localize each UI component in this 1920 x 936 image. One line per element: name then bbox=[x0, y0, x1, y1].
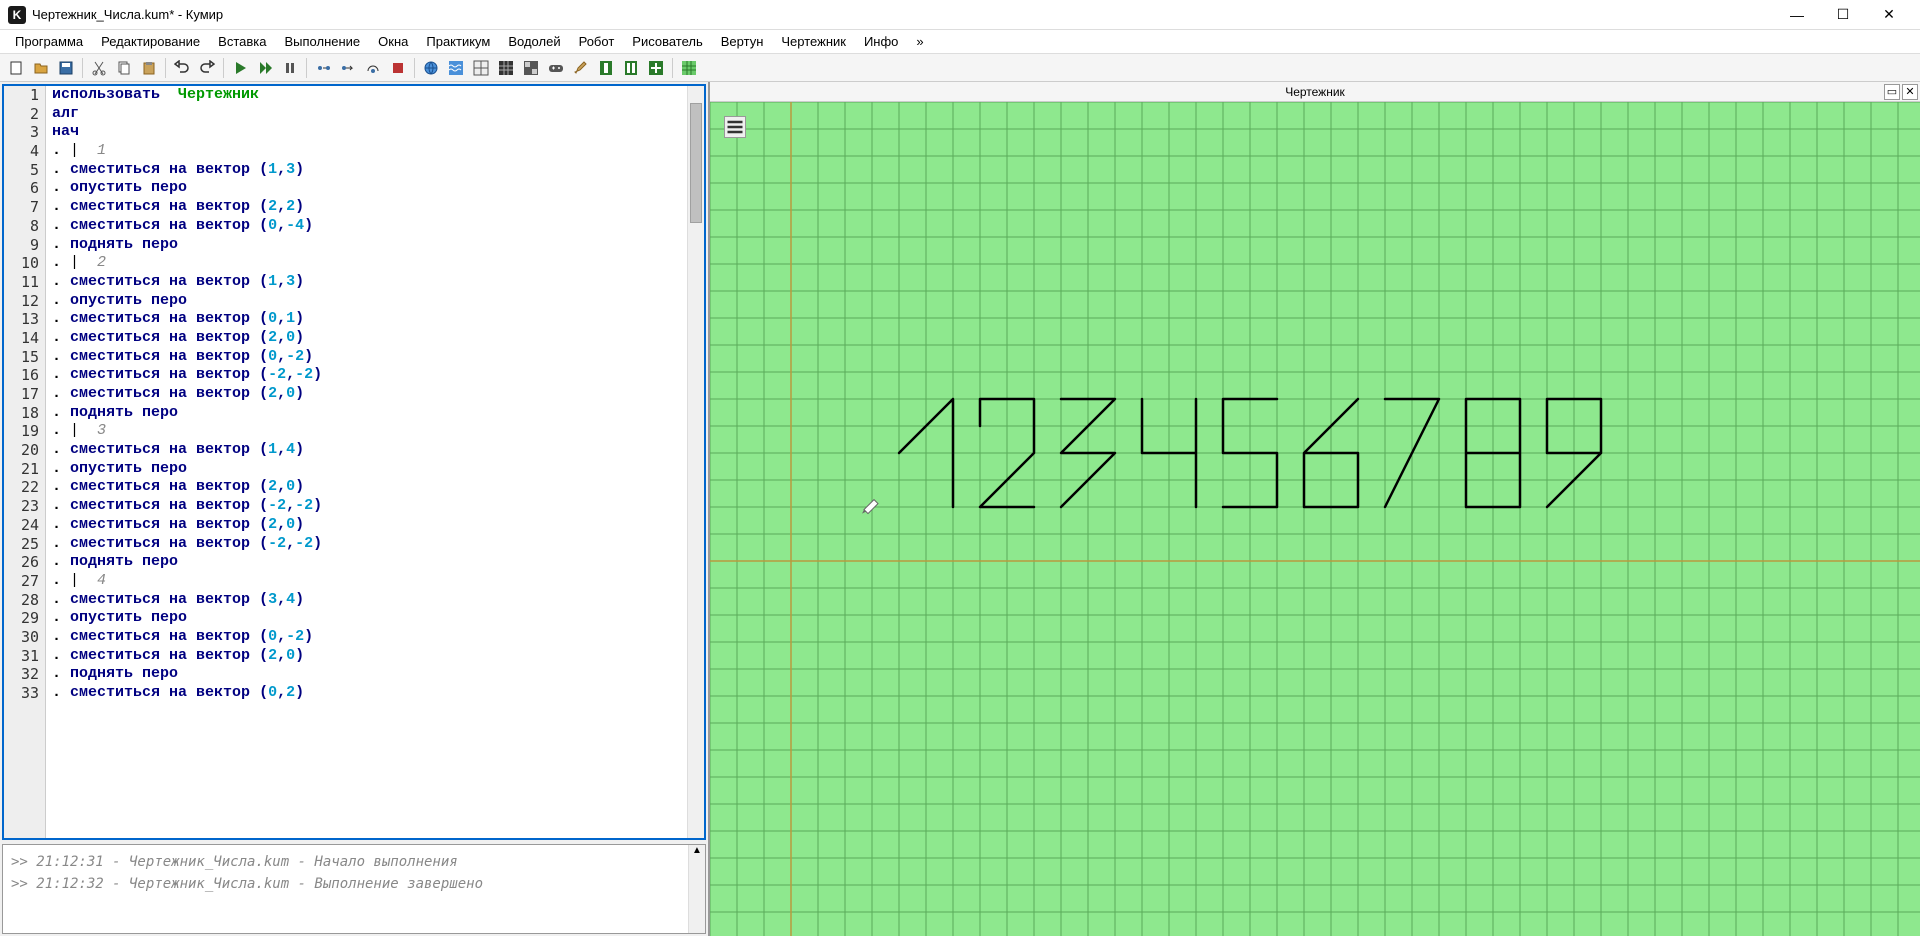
save-icon[interactable] bbox=[54, 56, 78, 80]
run-step-icon[interactable] bbox=[253, 56, 277, 80]
maximize-button[interactable]: ☐ bbox=[1820, 0, 1866, 30]
menu-item-12[interactable]: » bbox=[907, 31, 932, 52]
step-over-icon[interactable] bbox=[361, 56, 385, 80]
menu-item-5[interactable]: Практикум bbox=[417, 31, 499, 52]
new-icon[interactable] bbox=[4, 56, 28, 80]
drawing-canvas[interactable] bbox=[710, 102, 1920, 936]
menu-item-1[interactable]: Редактирование bbox=[92, 31, 209, 52]
green-grid-icon[interactable] bbox=[677, 56, 701, 80]
toolbar-separator bbox=[414, 58, 415, 78]
code-editor[interactable]: 1234567891011121314151617181920212223242… bbox=[2, 84, 706, 840]
toolbar bbox=[0, 54, 1920, 82]
drawing-close-button[interactable]: ✕ bbox=[1902, 84, 1918, 100]
titlebar: K Чертежник_Числа.kum* - Кумир — ☐ ✕ bbox=[0, 0, 1920, 30]
toolbar-separator bbox=[165, 58, 166, 78]
stop-icon[interactable] bbox=[386, 56, 410, 80]
drawing-title: Чертежник bbox=[1285, 85, 1345, 99]
step-out-icon[interactable] bbox=[336, 56, 360, 80]
drawing-titlebar: Чертежник ▭ ✕ bbox=[710, 82, 1920, 102]
editor-scrollbar[interactable] bbox=[687, 86, 704, 838]
toolbar-separator bbox=[223, 58, 224, 78]
console-scrollbar[interactable]: ▲ bbox=[688, 845, 705, 933]
canvas-svg bbox=[710, 102, 1920, 936]
plus-grid-icon[interactable] bbox=[644, 56, 668, 80]
waves-icon[interactable] bbox=[444, 56, 468, 80]
column-icon[interactable] bbox=[594, 56, 618, 80]
run-icon[interactable] bbox=[228, 56, 252, 80]
copy-icon[interactable] bbox=[112, 56, 136, 80]
drawing-pane: Чертежник ▭ ✕ bbox=[710, 82, 1920, 936]
world-icon[interactable] bbox=[419, 56, 443, 80]
canvas-menu-button[interactable] bbox=[724, 116, 746, 138]
left-pane: 1234567891011121314151617181920212223242… bbox=[0, 82, 710, 936]
column2-icon[interactable] bbox=[619, 56, 643, 80]
brush-icon[interactable] bbox=[569, 56, 593, 80]
console: >> 21:12:31 - Чертежник_Числа.kum - Нача… bbox=[2, 844, 706, 934]
open-icon[interactable] bbox=[29, 56, 53, 80]
drawing-maximize-button[interactable]: ▭ bbox=[1884, 84, 1900, 100]
line-gutter: 1234567891011121314151617181920212223242… bbox=[4, 86, 46, 838]
window-title: Чертежник_Числа.kum* - Кумир bbox=[32, 7, 1774, 22]
pause-icon[interactable] bbox=[278, 56, 302, 80]
gamepad-icon[interactable] bbox=[544, 56, 568, 80]
menu-item-9[interactable]: Вертун bbox=[712, 31, 773, 52]
squares-icon[interactable] bbox=[519, 56, 543, 80]
menu-item-8[interactable]: Рисователь bbox=[623, 31, 711, 52]
menu-item-4[interactable]: Окна bbox=[369, 31, 417, 52]
toolbar-separator bbox=[306, 58, 307, 78]
console-output: >> 21:12:31 - Чертежник_Числа.kum - Нача… bbox=[3, 845, 688, 933]
menu-item-6[interactable]: Водолей bbox=[499, 31, 569, 52]
menu-item-7[interactable]: Робот bbox=[570, 31, 624, 52]
cut-icon[interactable] bbox=[87, 56, 111, 80]
code-area[interactable]: использовать Чертежникалгнач. | 1. смест… bbox=[46, 86, 687, 838]
menu-item-11[interactable]: Инфо bbox=[855, 31, 907, 52]
toolbar-separator bbox=[672, 58, 673, 78]
paste-icon[interactable] bbox=[137, 56, 161, 80]
scrollbar-thumb[interactable] bbox=[690, 103, 702, 223]
menu-item-0[interactable]: Программа bbox=[6, 31, 92, 52]
app-icon: K bbox=[8, 6, 26, 24]
menubar: ПрограммаРедактированиеВставкаВыполнение… bbox=[0, 30, 1920, 54]
close-button[interactable]: ✕ bbox=[1866, 0, 1912, 30]
step-in-icon[interactable] bbox=[311, 56, 335, 80]
menu-item-3[interactable]: Выполнение bbox=[275, 31, 369, 52]
grid2-icon[interactable] bbox=[494, 56, 518, 80]
toolbar-separator bbox=[82, 58, 83, 78]
minimize-button[interactable]: — bbox=[1774, 0, 1820, 30]
menu-item-2[interactable]: Вставка bbox=[209, 31, 275, 52]
redo-icon[interactable] bbox=[195, 56, 219, 80]
undo-icon[interactable] bbox=[170, 56, 194, 80]
menu-item-10[interactable]: Чертежник bbox=[772, 31, 855, 52]
grid1-icon[interactable] bbox=[469, 56, 493, 80]
